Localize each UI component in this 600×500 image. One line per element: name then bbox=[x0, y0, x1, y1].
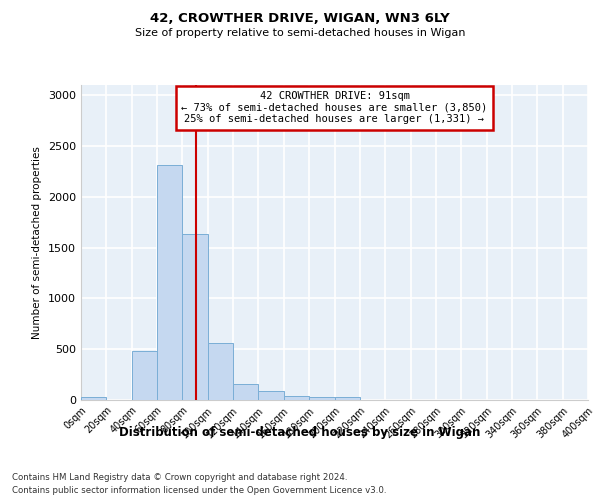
Bar bbox=[157, 166, 182, 400]
Bar bbox=[335, 397, 360, 400]
Bar bbox=[284, 396, 309, 400]
Text: 42, CROWTHER DRIVE, WIGAN, WN3 6LY: 42, CROWTHER DRIVE, WIGAN, WN3 6LY bbox=[150, 12, 450, 26]
Bar bbox=[309, 398, 335, 400]
Bar bbox=[208, 343, 233, 400]
Text: Distribution of semi-detached houses by size in Wigan: Distribution of semi-detached houses by … bbox=[119, 426, 481, 439]
Text: Size of property relative to semi-detached houses in Wigan: Size of property relative to semi-detach… bbox=[135, 28, 465, 38]
Text: Contains HM Land Registry data © Crown copyright and database right 2024.: Contains HM Land Registry data © Crown c… bbox=[12, 472, 347, 482]
Bar bbox=[81, 397, 106, 400]
Bar bbox=[132, 351, 157, 400]
Bar bbox=[259, 392, 284, 400]
Bar bbox=[233, 384, 259, 400]
Y-axis label: Number of semi-detached properties: Number of semi-detached properties bbox=[32, 146, 43, 339]
Bar bbox=[182, 234, 208, 400]
Text: 42 CROWTHER DRIVE: 91sqm
← 73% of semi-detached houses are smaller (3,850)
25% o: 42 CROWTHER DRIVE: 91sqm ← 73% of semi-d… bbox=[181, 92, 488, 124]
Text: Contains public sector information licensed under the Open Government Licence v3: Contains public sector information licen… bbox=[12, 486, 386, 495]
